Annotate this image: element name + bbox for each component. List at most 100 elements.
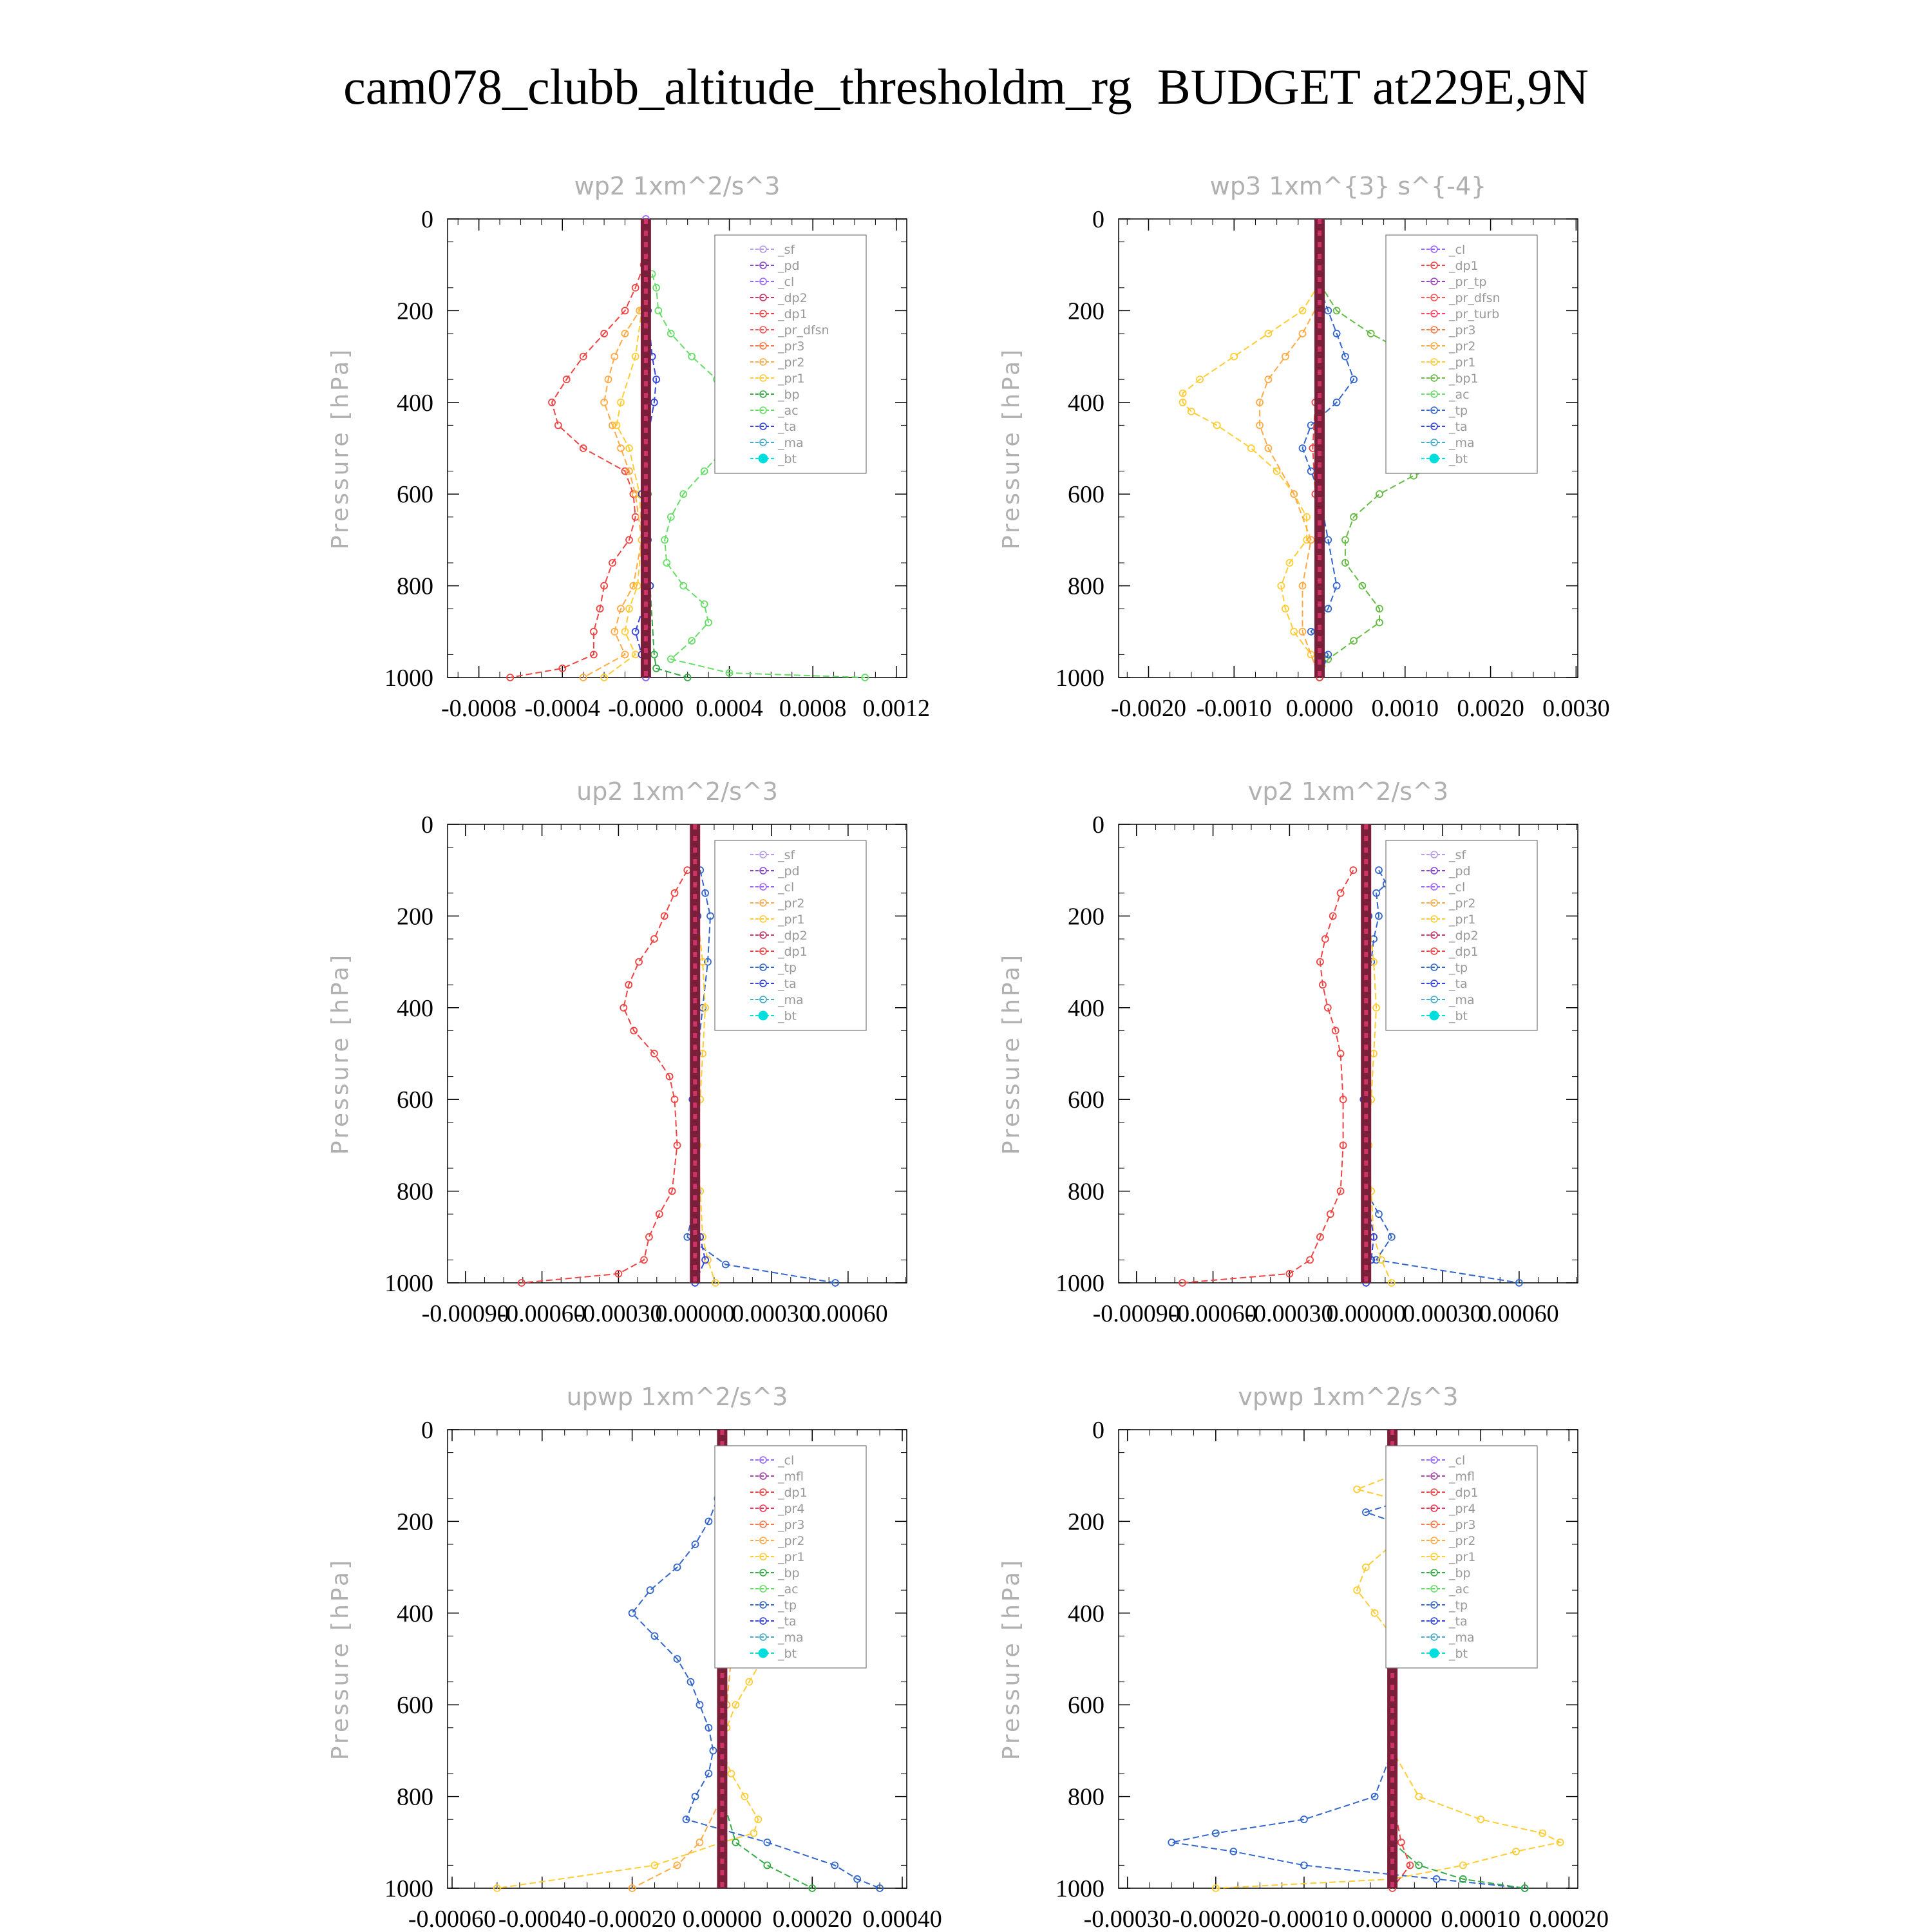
legend-marker-_mfl bbox=[1430, 1472, 1438, 1480]
data-point-_tp bbox=[1324, 650, 1332, 659]
data-point-_dp1 bbox=[650, 1050, 658, 1057]
legend-label-_bt: _bt bbox=[777, 1647, 797, 1661]
legend-label-_pr1: _pr1 bbox=[777, 372, 804, 386]
y-tick-label: 600 bbox=[1068, 1086, 1104, 1113]
data-point-_pr1 bbox=[1556, 1838, 1564, 1846]
data-point-_tp bbox=[721, 1260, 730, 1269]
y-tick-label: 1000 bbox=[384, 1270, 433, 1297]
legend-label-_bt: _bt bbox=[1448, 1647, 1468, 1661]
data-point-_pr1 bbox=[704, 1256, 712, 1264]
y-tick-label: 200 bbox=[397, 1508, 433, 1535]
data-point-_pr2 bbox=[1290, 490, 1298, 498]
x-tick-label: -0.00090 bbox=[1093, 1300, 1180, 1327]
y-axis-label: Pressure [hPa] bbox=[998, 347, 1025, 549]
y-tick-label: 200 bbox=[397, 298, 433, 325]
legend-label-_dp1: _dp1 bbox=[1448, 259, 1479, 273]
data-point-_dp1 bbox=[660, 912, 668, 920]
series-line-_pr1 bbox=[603, 287, 647, 678]
legend-label-_cl: _cl bbox=[1448, 1454, 1465, 1468]
legend-marker-_pr2 bbox=[759, 358, 767, 366]
data-point-_tp bbox=[687, 1678, 695, 1686]
data-point-_dp1 bbox=[590, 650, 598, 659]
x-tick-label: 0.0004 bbox=[696, 695, 763, 722]
data-point-_ac bbox=[700, 467, 708, 475]
legend-label-_cl: _cl bbox=[777, 880, 794, 895]
data-point-_dp1 bbox=[600, 330, 608, 337]
chart-panel-0: wp2 1xm^2/s^3 Pressure [hPa] 0 200 400 600 800… bbox=[327, 172, 930, 722]
panel-title: wp2 1xm^2/s^3 bbox=[574, 172, 781, 200]
x-tick-label: 0.00040 bbox=[862, 1906, 942, 1932]
data-point-_bp bbox=[732, 1838, 740, 1846]
data-point-_pr2 bbox=[625, 467, 633, 475]
y-tick-label: 0 bbox=[421, 206, 433, 233]
data-point-_pr1 bbox=[493, 1884, 501, 1892]
legend-marker-_tp bbox=[759, 963, 767, 971]
data-point-_dp1 bbox=[665, 1072, 674, 1081]
y-tick-label: 800 bbox=[1068, 1784, 1104, 1811]
legend-marker-_ac bbox=[1430, 390, 1438, 398]
legend-label-_bt: _bt bbox=[1448, 452, 1468, 466]
legend-label-_ac: _ac bbox=[777, 1582, 799, 1596]
legend-marker-_cl bbox=[759, 883, 767, 891]
x-tick-label: -0.0008 bbox=[441, 695, 516, 722]
legend-marker-_ta bbox=[1430, 422, 1438, 430]
legend-label-_ac: _ac bbox=[777, 404, 799, 418]
legend-marker-_ma bbox=[759, 1633, 767, 1641]
y-tick-label: 0 bbox=[421, 1417, 433, 1444]
legend-marker-_ma bbox=[1430, 439, 1438, 446]
data-point-_bp1 bbox=[1350, 637, 1358, 645]
data-point-_ac bbox=[679, 490, 688, 498]
x-tick-label: 0.00010 bbox=[1441, 1906, 1520, 1932]
chart-panel-3: vp2 1xm^2/s^3 Pressure [hPa] 0 200 400 600 800… bbox=[998, 777, 1578, 1327]
legend-label-_sf: _sf bbox=[777, 243, 795, 257]
legend-marker-_pr2 bbox=[1430, 1537, 1438, 1544]
data-point-_tp bbox=[704, 958, 712, 966]
legend-label-_tp: _tp bbox=[777, 961, 797, 975]
legend-marker-_pr_tp bbox=[1430, 278, 1438, 285]
legend-marker-_pr_turb bbox=[1430, 310, 1438, 317]
data-point-_bp1 bbox=[1376, 490, 1383, 498]
legend-marker-_pr3 bbox=[1430, 326, 1438, 334]
y-tick-label: 800 bbox=[397, 1179, 433, 1206]
data-point-_pr1 bbox=[1179, 398, 1187, 406]
data-point-_dp1 bbox=[1316, 1233, 1324, 1241]
legend-marker-_dp1 bbox=[759, 947, 767, 955]
legend-label-_pr3: _pr3 bbox=[1448, 1518, 1475, 1532]
data-point-_pr2 bbox=[579, 674, 587, 681]
legend-label-_pr3: _pr3 bbox=[1448, 323, 1475, 337]
legend-marker-_pr3 bbox=[759, 1520, 767, 1528]
data-point-_pr1 bbox=[617, 398, 625, 406]
data-point-_tp bbox=[682, 1815, 690, 1824]
data-point-_tp bbox=[705, 1517, 713, 1526]
data-point-_pr1 bbox=[1290, 627, 1298, 636]
data-point-_dp1 bbox=[673, 1141, 681, 1150]
legend-box bbox=[1385, 840, 1538, 1031]
data-point-_pr1 bbox=[750, 1829, 758, 1837]
data-point-_tp bbox=[1300, 1861, 1308, 1870]
x-tick-label: 0.00000 bbox=[655, 1300, 735, 1327]
data-point-_tp bbox=[1324, 536, 1332, 544]
x-tick-label: -0.00020 bbox=[589, 1906, 676, 1932]
data-point-_tp bbox=[1332, 330, 1341, 337]
data-point-_dp1 bbox=[614, 1269, 623, 1278]
x-tick-label: -0.00060 bbox=[498, 1300, 585, 1327]
data-point-_bp bbox=[652, 664, 660, 672]
y-tick-label: 200 bbox=[1068, 903, 1104, 930]
data-point-_pr2 bbox=[629, 582, 638, 590]
y-tick-label: 0 bbox=[1092, 1417, 1104, 1444]
x-tick-label: 0.00000 bbox=[1352, 1906, 1432, 1932]
legend-label-_pr2: _pr2 bbox=[777, 355, 804, 370]
data-point-_pr1 bbox=[754, 1815, 762, 1824]
legend-label-_ma: _ma bbox=[777, 436, 804, 450]
data-point-_bp1 bbox=[1376, 605, 1383, 613]
data-point-_dp1 bbox=[1339, 1095, 1347, 1104]
data-point-_tp bbox=[673, 1563, 681, 1571]
legend-label-_ma: _ma bbox=[1448, 993, 1475, 1007]
legend-marker-_dp2 bbox=[759, 931, 767, 939]
data-point-_ac bbox=[652, 283, 660, 292]
data-point-_ac bbox=[700, 600, 708, 608]
legend-marker-_sf bbox=[1430, 851, 1438, 858]
series-line-_bp bbox=[645, 310, 688, 678]
series-line-_tp bbox=[1171, 1475, 1525, 1889]
y-tick-label: 800 bbox=[397, 1784, 433, 1811]
